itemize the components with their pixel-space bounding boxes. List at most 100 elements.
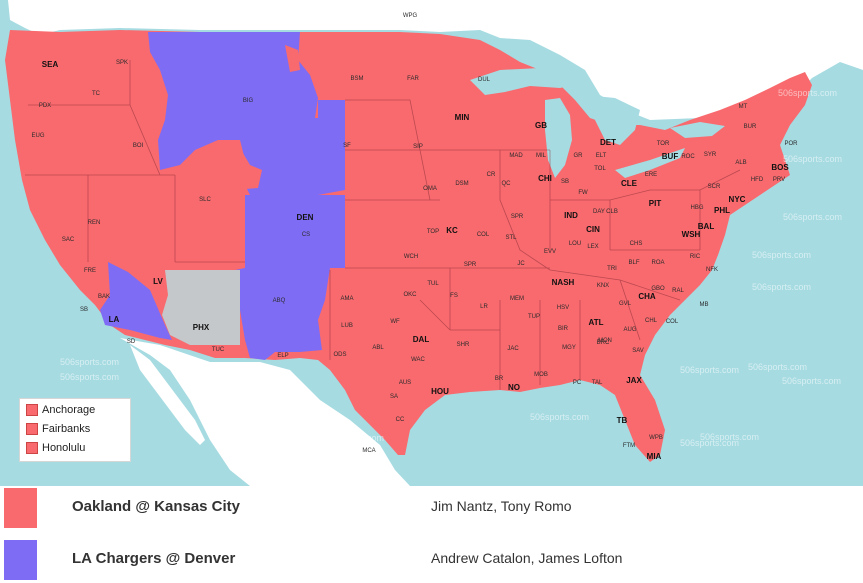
watermark-text: 506sports.com (60, 372, 119, 382)
mexico-land (120, 338, 410, 486)
city-label-mia: MIA (647, 452, 662, 461)
watermark-text: 506sports.com (325, 433, 384, 443)
city-label-hsv: HSV (557, 305, 569, 311)
city-label-dal: DAL (413, 335, 430, 344)
city-label-spr2: SPR (464, 262, 477, 268)
city-label-mb: MB (700, 302, 709, 308)
city-label-blf: BLF (628, 260, 639, 266)
game-matchup: LA Chargers @ Denver (72, 550, 236, 567)
lake-ontario (670, 122, 725, 138)
city-label-ric: RIC (690, 254, 701, 260)
city-label-wac: WAC (411, 357, 425, 363)
watermark-text: 506sports.com (680, 438, 739, 448)
game-announcers: Jim Nantz, Tony Romo (431, 498, 572, 514)
city-label-tup: TUP (528, 314, 540, 320)
city-label-det: DET (600, 138, 616, 147)
city-label-phl: PHL (714, 206, 730, 215)
city-label-abq: ABQ (273, 298, 286, 304)
city-label-gvl: GVL (619, 301, 632, 307)
city-label-roa: ROA (651, 260, 664, 266)
city-label-phx: PHX (193, 323, 210, 332)
legend-swatch (26, 403, 38, 416)
city-label-fw: FW (578, 190, 588, 196)
city-label-bos: BOS (771, 163, 789, 172)
city-label-dsm: DSM (455, 181, 468, 187)
city-label-shr: SHR (457, 342, 470, 348)
city-label-mad: MAD (509, 153, 523, 159)
city-label-elt: ELT (596, 153, 607, 159)
city-label-tb: TB (617, 416, 628, 425)
city-label-elp: ELP (277, 353, 288, 359)
city-label-tc: TC (92, 91, 101, 97)
games-list: Oakland @ Kansas City Jim Nantz, Tony Ro… (0, 486, 863, 583)
city-label-wpg: WPG (403, 13, 418, 19)
city-label-eug: EUG (31, 133, 44, 139)
city-label-ftm: FTM (623, 443, 635, 449)
legend-item-fairbanks: Fairbanks (20, 420, 130, 437)
city-label-mcn: MCN (598, 338, 612, 344)
watermark-text: 506sports.com (782, 376, 841, 386)
city-label-lv: LV (153, 277, 163, 286)
city-label-cs: CS (302, 232, 310, 238)
city-label-jax: JAX (626, 376, 642, 385)
city-label-jc: JC (517, 261, 525, 267)
no-game-arizona (162, 270, 240, 345)
city-label-far: FAR (407, 76, 419, 82)
watermark-text: 506sports.com (752, 250, 811, 260)
city-label-bak: BAK (98, 294, 110, 300)
city-label-hfd: HFD (751, 177, 764, 183)
map-canvas: 506sports.com 506sports.com506sports.com5… (0, 0, 863, 486)
watermark-text: 506sports.com (530, 412, 589, 422)
city-label-spr: SPR (511, 214, 524, 220)
watermark-text: 506sports.com (778, 88, 837, 98)
city-label-min: MIN (455, 113, 470, 122)
city-label-bal: BAL (698, 222, 715, 231)
city-label-prv: PRV (773, 177, 785, 183)
legend-swatch (26, 441, 38, 454)
city-label-spk: SPK (116, 60, 128, 66)
watermark-text: 506sports.com (650, 30, 709, 40)
city-label-tol: TOL (594, 166, 606, 172)
denver-coverage-montana (148, 32, 318, 170)
city-label-lr: LR (480, 304, 488, 310)
city-label-col: COL (477, 232, 490, 238)
watermark-text: 506sports.com (60, 357, 119, 367)
city-label-atl: ATL (589, 318, 604, 327)
city-label-col2: COL (666, 319, 679, 325)
city-label-buf: BUF (662, 152, 679, 161)
city-label-mgy: MGY (562, 345, 576, 351)
city-label-ods: ODS (333, 352, 346, 358)
watermark-text: 506sports.com (700, 432, 759, 442)
city-label-por: POR (784, 141, 798, 147)
canada-land (8, 0, 863, 122)
city-label-pdx: PDX (39, 103, 51, 109)
watermark-text: 506sports.com (752, 282, 811, 292)
legend-item-honolulu: Honolulu (20, 439, 130, 456)
city-label-tlh: TAL (592, 380, 603, 386)
city-label-tor: TOR (657, 141, 670, 147)
extra-markets-legend: Anchorage Fairbanks Honolulu (19, 398, 131, 462)
city-label-hou: HOU (431, 387, 449, 396)
city-label-top: TOP (427, 229, 439, 235)
city-label-br: BR (495, 376, 504, 382)
city-label-roc: ROC (681, 154, 695, 160)
city-label-chs: CHS (630, 241, 643, 247)
city-label-jac: JAC (507, 346, 519, 352)
city-label-sb2: SB (80, 307, 88, 313)
city-label-pc: PC (573, 380, 582, 386)
state-borders (25, 60, 741, 390)
game-row-chargers-denver[interactable]: LA Chargers @ Denver Andrew Catalon, Jam… (0, 538, 863, 582)
city-label-cha: CHA (638, 292, 656, 301)
city-label-ral: RAL (672, 288, 684, 294)
city-label-mob: MOB (534, 372, 548, 378)
city-label-qc: QC (502, 181, 512, 187)
city-label-wpb: WPB (649, 435, 663, 441)
city-label-wch: WCH (404, 254, 418, 260)
watermark-text: 506sports.com (783, 154, 842, 164)
city-label-sea: SEA (42, 60, 59, 69)
watermark-text: 506sports.com (200, 364, 259, 374)
game-row-oakland-kc[interactable]: Oakland @ Kansas City Jim Nantz, Tony Ro… (0, 486, 863, 530)
city-label-chi: CHI (538, 174, 552, 183)
city-label-cle: CLE (621, 179, 638, 188)
legend-label: Honolulu (42, 441, 86, 454)
